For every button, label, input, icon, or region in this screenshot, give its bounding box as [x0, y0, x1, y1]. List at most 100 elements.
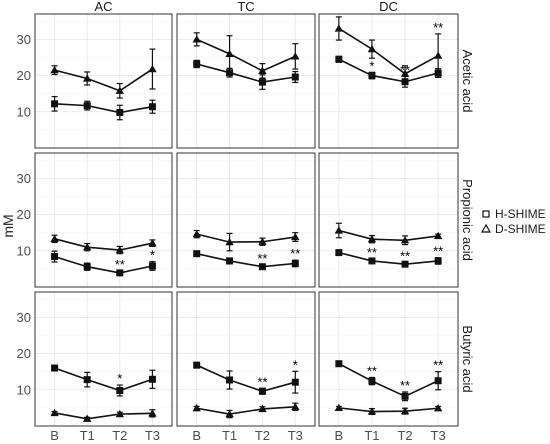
data-point-d-shime [82, 242, 92, 251]
data-point-d-shime [115, 245, 125, 254]
panel-border [318, 291, 459, 427]
data-point-h-shime [335, 360, 343, 368]
x-tick-label: T3 [145, 428, 160, 443]
data-point-h-shime [258, 263, 266, 271]
series-d-shime [50, 408, 157, 422]
series-line-h-shime [54, 103, 153, 114]
x-tick-label: T2 [112, 428, 127, 443]
series-d-shime [50, 234, 157, 255]
data-point-d-shime [367, 44, 377, 53]
data-point-d-shime [400, 406, 410, 415]
data-point-d-shime [50, 65, 59, 74]
panel-border [176, 291, 316, 427]
x-tick-label: B [192, 428, 201, 443]
data-point-d-shime [334, 24, 344, 32]
data-point-h-shime [368, 72, 376, 80]
strip-labels: AC TC DC Acetic acid Propionic acid Butyric a… [94, 0, 475, 393]
data-point-h-shime [291, 73, 299, 81]
column-label-tc: TC [237, 0, 254, 14]
panel-butyric-acid-dc [318, 291, 459, 427]
data-point-d-shime [400, 236, 410, 244]
data-point-h-shime [83, 263, 91, 271]
data-point-d-shime [433, 51, 443, 59]
significance-label: ** [367, 245, 377, 260]
data-point-h-shime [148, 262, 156, 270]
y-tick-label: 30 [17, 310, 31, 325]
x-tick-label: B [335, 428, 344, 443]
panel-butyric-acid-ac [34, 291, 173, 427]
significance-label: * [369, 58, 374, 73]
data-point-h-shime [193, 250, 201, 258]
data-point-d-shime [334, 403, 344, 412]
data-point-d-shime [291, 402, 300, 410]
x-tick-label: B [50, 428, 59, 443]
series-line-h-shime [196, 252, 296, 268]
data-point-h-shime [258, 387, 266, 395]
panel-frame [34, 13, 173, 149]
significance-label: * [293, 357, 298, 372]
significance-label: ** [433, 244, 443, 259]
panel-border [318, 152, 459, 288]
series-d-shime [192, 32, 300, 79]
y-tick-label: 10 [17, 243, 31, 258]
series-line-h-shime [338, 58, 439, 83]
legend-label: D-SHIME [495, 222, 546, 236]
series-h-shime: ** ** ** [335, 244, 443, 268]
x-tick-label: T3 [431, 428, 446, 443]
legend-label: H-SHIME [495, 207, 546, 221]
data-point-h-shime [226, 257, 234, 265]
data-point-d-shime [82, 414, 92, 422]
data-point-d-shime [115, 86, 125, 94]
row-label-propionic-acid: Propionic acid [460, 179, 475, 261]
y-tick-label: 10 [17, 104, 31, 119]
series-line-d-shime [196, 233, 296, 243]
data-point-d-shime [400, 69, 410, 77]
panel-acetic-acid-dc [318, 13, 459, 149]
series-line-d-shime [54, 412, 153, 420]
axes: 10 20 30 10 20 30 10 20 30 B T1 T2 T3 B T1 T2 T3 B T1 T2 T3 [17, 32, 446, 443]
data-point-h-shime [335, 55, 343, 63]
data-point-h-shime [335, 249, 343, 257]
data-point-d-shime [225, 409, 234, 418]
series-d-shime [192, 229, 300, 252]
data-point-d-shime [50, 234, 59, 242]
data-point-h-shime [148, 375, 156, 383]
data-point-d-shime [367, 407, 377, 415]
series-d-shime [50, 48, 157, 99]
data-point-d-shime [192, 35, 201, 43]
x-tick-label: T1 [80, 428, 95, 443]
data-point-h-shime [401, 392, 409, 400]
data-point-h-shime [291, 378, 299, 386]
panel-series-propionic-acid-tc: ** ** [192, 229, 300, 271]
data-point-d-shime [367, 234, 377, 243]
series-d-shime [334, 403, 443, 416]
y-tick-label: 10 [17, 382, 31, 397]
data-point-h-shime [51, 100, 59, 108]
significance-label: ** [400, 248, 410, 263]
significance-label: * [117, 371, 122, 386]
data-point-h-shime [401, 260, 409, 268]
panel-frame [176, 13, 316, 149]
data-point-d-shime [50, 408, 59, 417]
data-point-h-shime [258, 78, 266, 86]
series-line-h-shime [338, 362, 439, 398]
data-point-d-shime [258, 404, 267, 413]
x-tick-label: T1 [222, 428, 237, 443]
series-line-h-shime [338, 251, 439, 265]
data-point-h-shime [226, 376, 234, 384]
series-d-shime: ** [334, 16, 443, 83]
panel-series-propionic-acid-ac: *** [50, 234, 157, 277]
data-point-d-shime [115, 409, 125, 418]
legend-square-icon [482, 210, 490, 218]
data-point-h-shime [368, 257, 376, 265]
panel-series-acetic-acid-tc [192, 32, 300, 90]
panel-series-butyric-acid-tc: *** [192, 357, 300, 419]
significance-label: ** [115, 257, 125, 272]
series-line-d-shime [338, 407, 439, 413]
data-point-h-shime [434, 257, 442, 265]
data-point-d-shime [258, 237, 267, 245]
panel-propionic-acid-dc [318, 152, 459, 288]
series-d-shime [334, 222, 443, 246]
